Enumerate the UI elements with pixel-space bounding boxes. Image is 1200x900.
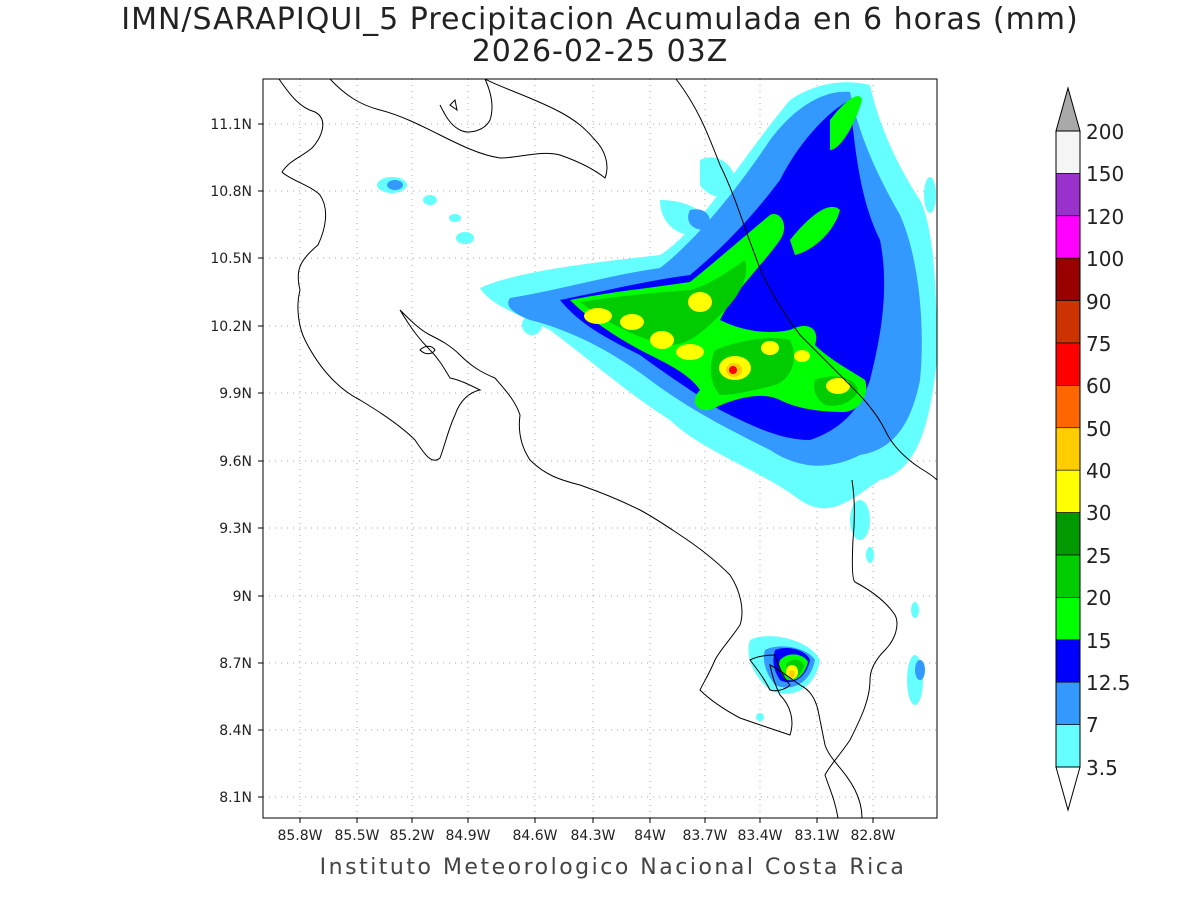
colorbar-swatch <box>1055 554 1081 598</box>
colorbar-swatch <box>1055 385 1081 429</box>
colorbar-label: 120 <box>1086 205 1124 229</box>
colorbar-swatch <box>1055 681 1081 725</box>
panama-border <box>824 479 898 818</box>
osa-peninsula <box>749 654 791 692</box>
lon-tick-label: 84.3W <box>570 828 615 844</box>
colorbar-under-arrow <box>1055 766 1081 812</box>
lon-tick-label: 84W <box>634 828 666 844</box>
lat-tick-label: 10.8N <box>210 184 252 200</box>
colorbar-over-arrow <box>1055 86 1081 132</box>
colorbar-label: 25 <box>1086 544 1111 568</box>
lon-tick-label: 85.8W <box>277 828 322 844</box>
map-subtitle: 2026-02-25 03Z <box>471 34 729 69</box>
lat-tick-label: 9.6N <box>219 454 252 470</box>
colorbar-swatch <box>1055 427 1081 471</box>
lat-tick-label: 10.2N <box>210 319 252 335</box>
small-island <box>449 98 458 112</box>
lat-tick-label: 9N <box>233 589 252 605</box>
lake-nicaragua <box>329 79 608 179</box>
credit-text: Instituto Meteorologico Nacional Costa R… <box>319 855 907 880</box>
colorbar-label: 50 <box>1086 417 1111 441</box>
lat-tick-label: 8.7N <box>219 656 252 672</box>
lat-tick-label: 8.1N <box>219 790 252 806</box>
colorbar-legend: 200 150 120 100 90 75 60 50 40 30 25 20 … <box>1055 86 1131 812</box>
lon-tick-labels: 85.8W 85.5W 85.2W 84.9W 84.6W 84.3W 84W … <box>277 828 895 844</box>
colorbar-label: 60 <box>1086 374 1111 398</box>
colorbar-label: 40 <box>1086 459 1111 483</box>
lat-tick-label: 8.4N <box>219 723 252 739</box>
colorbar-label: 30 <box>1086 501 1111 525</box>
colorbar-outline <box>1055 130 1081 768</box>
lat-tick-label: 11.1N <box>210 117 252 133</box>
colorbar-label: 100 <box>1086 247 1124 271</box>
colorbar-swatch <box>1055 300 1081 344</box>
colorbar-label: 90 <box>1086 290 1111 314</box>
lat-tick-label: 9.9N <box>219 386 252 402</box>
map-title: IMN/SARAPIQUI_5 Precipitacion Acumulada … <box>121 2 1079 37</box>
colorbar-swatch <box>1055 342 1081 386</box>
colorbar-swatch <box>1055 257 1081 301</box>
lat-tick-label: 9.3N <box>219 521 252 537</box>
lon-tick-label: 84.9W <box>445 828 490 844</box>
colorbar-label: 75 <box>1086 332 1111 356</box>
lon-tick-label: 83.4W <box>737 828 782 844</box>
lon-tick-label: 84.6W <box>512 828 557 844</box>
colorbar-swatch <box>1055 173 1081 217</box>
lat-tick-label: 10.5N <box>210 251 252 267</box>
colorbar-swatch <box>1055 512 1081 556</box>
lon-tick-label: 83.7W <box>682 828 727 844</box>
lat-tick-labels: 11.1N 10.8N 10.5N 10.2N 9.9N 9.6N 9.3N 9… <box>210 117 252 806</box>
caribbean-coastline <box>675 79 937 481</box>
colorbar-label: 20 <box>1086 586 1111 610</box>
colorbar-swatch <box>1055 639 1081 683</box>
pacific-coastline <box>278 79 863 818</box>
colorbar-swatch <box>1055 215 1081 259</box>
lon-tick-label: 85.5W <box>334 828 379 844</box>
colorbar-swatches <box>1055 130 1081 768</box>
colorbar-label: 12.5 <box>1086 671 1131 695</box>
coastlines-borders <box>278 79 937 818</box>
precip-band-60-75 <box>729 366 737 374</box>
colorbar-label: 150 <box>1086 162 1124 186</box>
axis-ticks <box>258 123 874 823</box>
colorbar-swatch <box>1055 597 1081 641</box>
lon-tick-label: 83.1W <box>794 828 839 844</box>
precipitation-field <box>377 82 937 721</box>
colorbar-swatch <box>1055 724 1081 768</box>
colorbar-label: 200 <box>1086 120 1124 144</box>
colorbar-swatch <box>1055 130 1081 174</box>
nicoya-gulf-island <box>419 345 436 355</box>
colorbar-label: 7 <box>1086 713 1099 737</box>
lon-tick-label: 85.2W <box>389 828 434 844</box>
lon-tick-label: 82.8W <box>850 828 895 844</box>
map-frame <box>262 78 938 819</box>
precip-band-40 <box>584 292 850 679</box>
colorbar-swatch <box>1055 469 1081 513</box>
nicaragua-border <box>439 79 493 133</box>
colorbar-label: 15 <box>1086 629 1111 653</box>
colorbar-label: 3.5 <box>1086 756 1118 780</box>
